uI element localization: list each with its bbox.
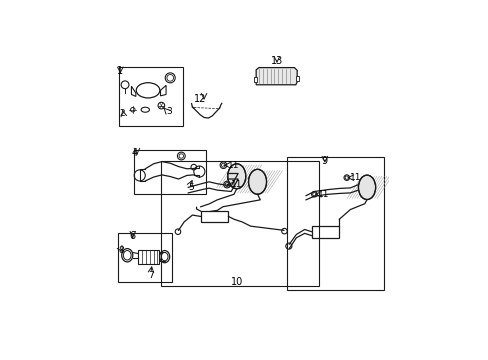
Bar — [138, 250, 159, 264]
Bar — [311, 226, 339, 238]
Text: 10: 10 — [230, 278, 243, 287]
Ellipse shape — [227, 164, 245, 189]
Text: 7: 7 — [148, 271, 154, 280]
Text: 1: 1 — [117, 66, 122, 76]
Text: 4: 4 — [132, 148, 138, 158]
Bar — [295, 76, 299, 81]
Bar — [286, 157, 383, 290]
Bar — [160, 161, 318, 286]
Ellipse shape — [248, 169, 266, 194]
Text: 13: 13 — [270, 56, 283, 66]
Bar — [253, 77, 257, 82]
Text: 2: 2 — [120, 109, 125, 118]
Ellipse shape — [358, 175, 375, 199]
Text: 11: 11 — [317, 190, 328, 199]
Bar — [119, 67, 183, 126]
Text: 6: 6 — [129, 231, 135, 242]
Bar — [117, 233, 171, 282]
Text: 12: 12 — [194, 94, 206, 104]
Bar — [200, 211, 228, 222]
Text: 5: 5 — [187, 183, 193, 192]
Polygon shape — [256, 68, 297, 85]
Text: 9: 9 — [321, 156, 327, 166]
Bar — [134, 150, 206, 194]
Text: 11: 11 — [349, 173, 361, 182]
Text: 11: 11 — [227, 161, 239, 170]
Text: 8: 8 — [118, 246, 123, 255]
Text: 11: 11 — [231, 180, 242, 189]
Text: 3: 3 — [166, 107, 171, 116]
